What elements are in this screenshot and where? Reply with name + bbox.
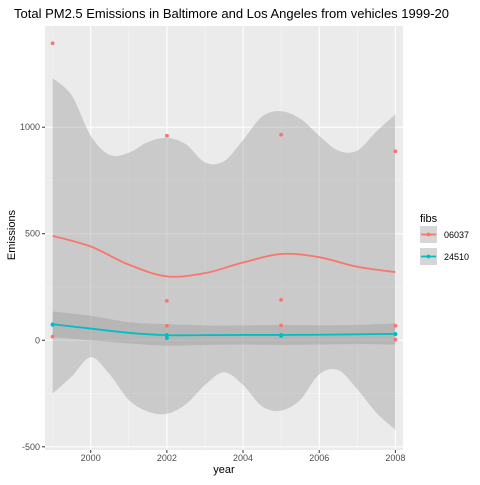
smooth-line-24510 (52, 323, 396, 337)
x-axis-label: year (213, 464, 235, 476)
data-point-06037 (50, 334, 55, 339)
data-point-24510 (164, 336, 169, 341)
data-point-06037 (279, 132, 284, 137)
legend-label-24510: 24510 (444, 252, 469, 262)
legend-point-06037 (426, 232, 431, 237)
data-point-06037 (393, 337, 398, 342)
data-point-06037 (164, 298, 169, 303)
chart-title: Total PM2.5 Emissions in Baltimore and L… (14, 6, 449, 21)
confidence-band-24510 (52, 311, 396, 346)
data-point-06037 (279, 323, 284, 328)
y-axis-label: Emissions (6, 209, 18, 260)
confidence-band-06037 (52, 78, 396, 430)
y-tick-label: -500 (22, 442, 40, 452)
y-tick-label: 500 (25, 229, 40, 239)
data-point-06037 (50, 41, 55, 46)
x-tick-label: 2008 (385, 453, 405, 463)
legend-point-24510 (426, 254, 431, 259)
smooth-line-06037 (52, 235, 396, 278)
x-tick-label: 2002 (157, 453, 177, 463)
data-point-06037 (164, 133, 169, 138)
x-tick-label: 2006 (309, 453, 329, 463)
x-tick-label: 2004 (233, 453, 253, 463)
legend-label-06037: 06037 (444, 230, 469, 240)
legend-title: fibs (420, 213, 438, 225)
data-point-06037 (393, 323, 398, 328)
x-tick-label: 2000 (81, 453, 101, 463)
plot-panel (45, 26, 403, 450)
data-point-06037 (164, 323, 169, 328)
y-tick-label: 1000 (20, 122, 40, 132)
data-point-06037 (279, 297, 284, 302)
y-tick-label: 0 (35, 335, 40, 345)
data-point-06037 (393, 149, 398, 154)
